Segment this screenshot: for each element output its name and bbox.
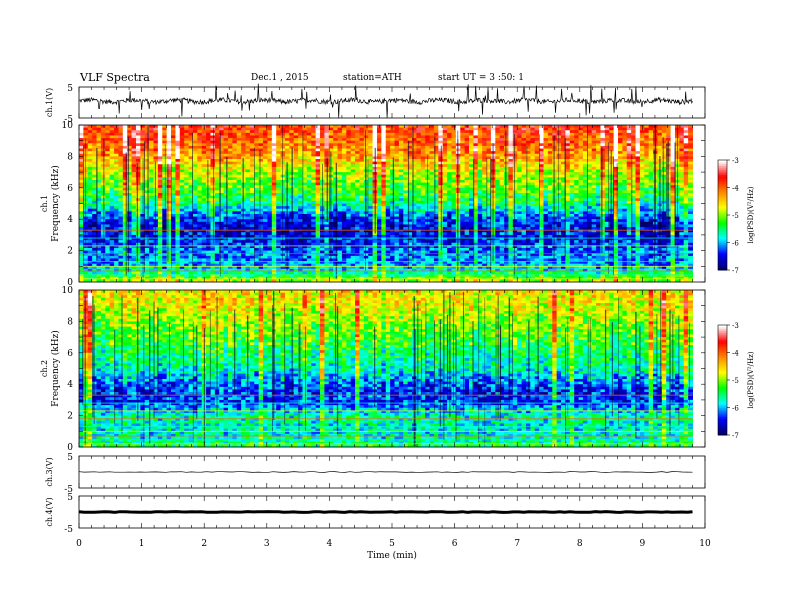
ch1-waveform-ytick-label: -5 [64, 115, 73, 125]
ch2-spectrogram-ytick-label: 8 [67, 317, 73, 327]
x-tick-label: 2 [201, 539, 207, 549]
ch3-waveform-ytick-label: -5 [64, 485, 73, 495]
date-label: Dec.1 , 2015 [251, 73, 309, 83]
x-tick-label: 10 [699, 539, 711, 549]
ch2-spectrogram-ytick-label: 6 [67, 349, 73, 359]
x-tick-label: 7 [514, 539, 520, 549]
ch2-spectrogram-ylabel: ch.2 [40, 360, 49, 377]
x-tick-label: 8 [577, 539, 583, 549]
colorbar-tick-label: -3 [732, 322, 739, 330]
ch1-spectrogram-ytick-label: 10 [62, 121, 74, 131]
colorbar-tick-label: -6 [732, 240, 739, 248]
x-tick-label: 1 [139, 539, 145, 549]
ch1-spectrogram-colorbar: -3 -4 -5 -6 -7 log(PSD)(V²/Hz) [717, 157, 755, 275]
ch2-spectrogram-ytick-label: 10 [62, 286, 74, 296]
ch1-spectrogram-ylabel2: Frequency (kHz) [50, 165, 61, 242]
ch1-waveform-ytick-label: 5 [67, 84, 73, 94]
ch2-spectrogram-ylabel2: Frequency (kHz) [50, 330, 61, 407]
x-tick-label: 0 [76, 539, 82, 549]
x-tick-label: 9 [640, 539, 646, 549]
ch4-waveform-ytick-label: 5 [67, 493, 73, 503]
colorbar-tick-label: -3 [732, 157, 739, 165]
ch1-waveform-trace [79, 83, 693, 118]
x-tick-label: 4 [327, 539, 333, 549]
colorbar-tick-label: -6 [732, 405, 739, 413]
colorbar-tick-label: -5 [732, 212, 739, 220]
ch3-waveform-ylabel: ch.3(V) [45, 457, 54, 486]
ch1-spectrogram-ytick-label: 4 [67, 215, 73, 225]
ch2-spectrogram-colorbar: -3 -4 -5 -6 -7 log(PSD)(V²/Hz) [717, 322, 755, 440]
ch2-spectrogram-ytick-label: 4 [67, 380, 73, 390]
x-tick-label: 6 [452, 539, 458, 549]
start-time-label: start UT = 3 :50: 1 [438, 73, 524, 83]
ch1-spectrogram-ytick-label: 0 [67, 278, 73, 288]
x-tick-label: 3 [264, 539, 270, 549]
station-label: station=ATH [343, 73, 402, 83]
ch3-waveform-ytick-label: 5 [67, 453, 73, 463]
colorbar-tick-label: -4 [732, 350, 739, 358]
colorbar-tick-label: -7 [732, 432, 739, 440]
ch4-waveform-ylabel: ch.4(V) [45, 497, 54, 526]
ch1-spectrogram-image [79, 125, 693, 283]
chart-title: VLF Spectra [80, 71, 150, 84]
colorbar-label: log(PSD)(V²/Hz) [747, 186, 755, 243]
ch1-spectrogram-ytick-label: 2 [67, 247, 73, 257]
colorbar-tick-label: -7 [732, 267, 739, 275]
ch4-waveform-ytick-label: -5 [64, 525, 73, 535]
colorbar-tick-label: -5 [732, 377, 739, 385]
ch2-spectrogram-ytick-label: 2 [67, 412, 73, 422]
ch4-waveform-trace [78, 510, 693, 514]
ch1-spectrogram-ytick-label: 8 [67, 152, 73, 162]
ch1-spectrogram-ylabel: ch.1 [40, 195, 49, 212]
ch2-spectrogram-image [79, 290, 693, 448]
ch2-spectrogram-ytick-label: 0 [67, 443, 73, 453]
colorbar-tick-label: -4 [732, 185, 739, 193]
x-axis-label: Time (min) [367, 550, 417, 561]
ch3-waveform-trace [78, 471, 693, 473]
ch1-spectrogram-ytick-label: 6 [67, 184, 73, 194]
colorbar-label: log(PSD)(V²/Hz) [747, 351, 755, 408]
x-tick-label: 5 [389, 539, 395, 549]
ch1-waveform-ylabel: ch.1(V) [45, 88, 54, 117]
